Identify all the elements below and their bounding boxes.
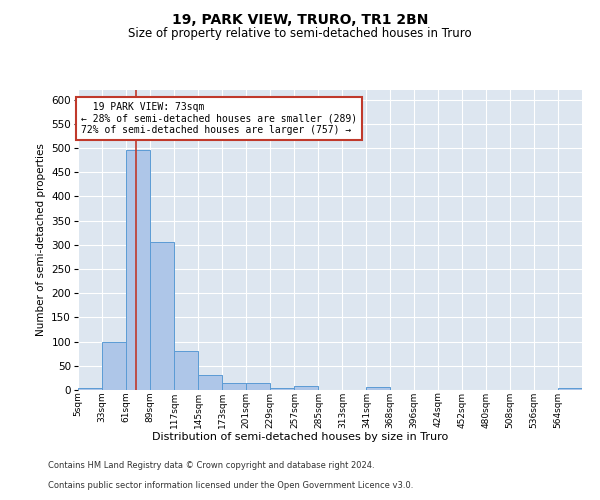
- Text: Size of property relative to semi-detached houses in Truro: Size of property relative to semi-detach…: [128, 28, 472, 40]
- Bar: [150, 242, 174, 390]
- Bar: [174, 352, 198, 390]
- Text: Distribution of semi-detached houses by size in Truro: Distribution of semi-detached houses by …: [152, 432, 448, 442]
- Bar: [246, 383, 271, 390]
- Text: 19, PARK VIEW, TRURO, TR1 2BN: 19, PARK VIEW, TRURO, TR1 2BN: [172, 12, 428, 26]
- Bar: [367, 386, 389, 390]
- Text: 19 PARK VIEW: 73sqm
← 28% of semi-detached houses are smaller (289)
72% of semi-: 19 PARK VIEW: 73sqm ← 28% of semi-detach…: [80, 102, 357, 136]
- Bar: [102, 342, 126, 390]
- Bar: [126, 150, 150, 390]
- Bar: [271, 388, 295, 390]
- Bar: [295, 386, 319, 390]
- Text: Contains public sector information licensed under the Open Government Licence v3: Contains public sector information licen…: [48, 481, 413, 490]
- Bar: [198, 376, 222, 390]
- Bar: [558, 388, 582, 390]
- Y-axis label: Number of semi-detached properties: Number of semi-detached properties: [36, 144, 46, 336]
- Text: Contains HM Land Registry data © Crown copyright and database right 2024.: Contains HM Land Registry data © Crown c…: [48, 461, 374, 470]
- Bar: [222, 382, 246, 390]
- Bar: [78, 388, 102, 390]
